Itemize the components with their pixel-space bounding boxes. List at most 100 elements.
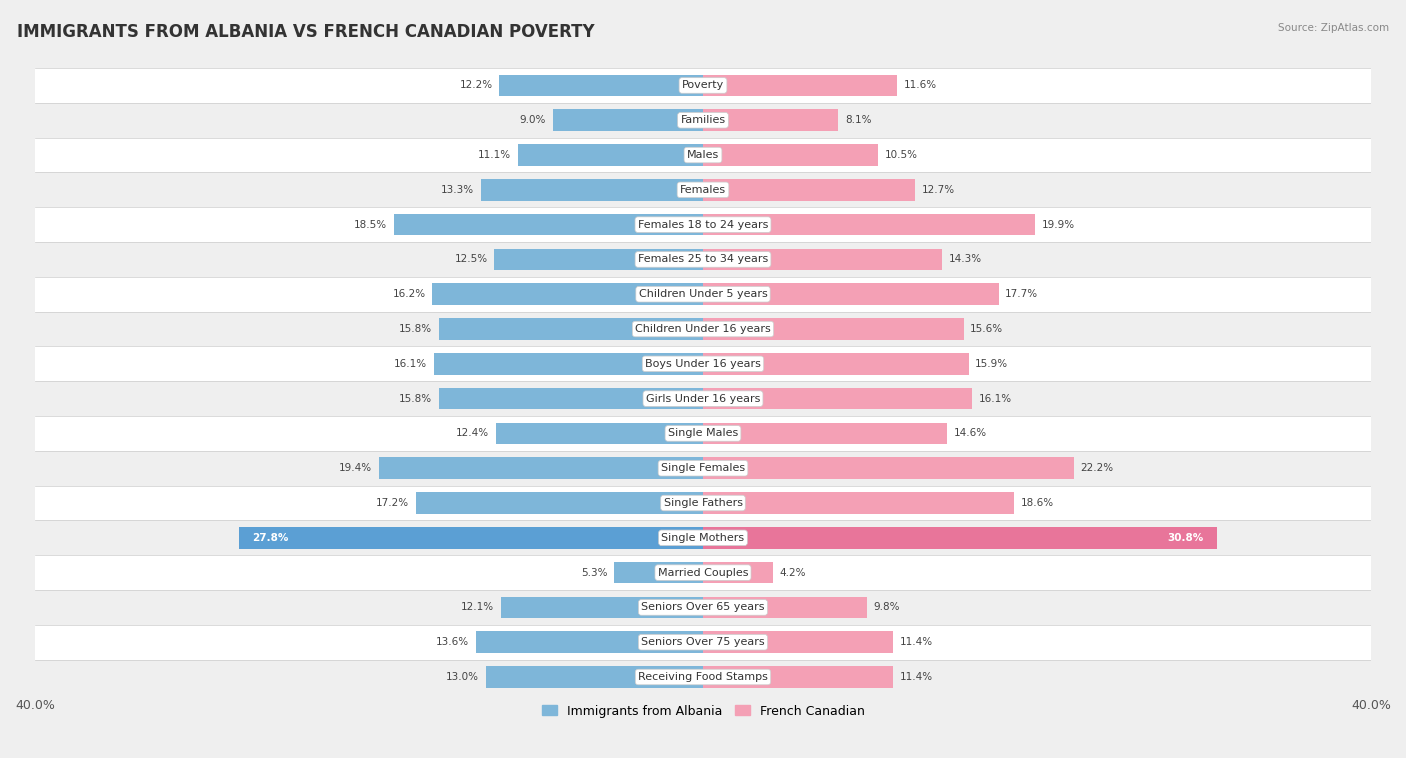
Text: IMMIGRANTS FROM ALBANIA VS FRENCH CANADIAN POVERTY: IMMIGRANTS FROM ALBANIA VS FRENCH CANADI… <box>17 23 595 41</box>
Text: Girls Under 16 years: Girls Under 16 years <box>645 393 761 403</box>
Text: 5.3%: 5.3% <box>581 568 607 578</box>
Text: 9.8%: 9.8% <box>873 603 900 612</box>
Bar <box>517 144 703 166</box>
Bar <box>239 527 703 549</box>
Bar <box>35 68 1371 103</box>
Text: Children Under 16 years: Children Under 16 years <box>636 324 770 334</box>
Bar <box>433 283 703 305</box>
Text: 12.1%: 12.1% <box>461 603 495 612</box>
Bar <box>434 353 703 374</box>
Text: Females 18 to 24 years: Females 18 to 24 years <box>638 220 768 230</box>
Bar <box>703 249 942 271</box>
Bar <box>35 521 1371 555</box>
Text: 15.6%: 15.6% <box>970 324 1004 334</box>
Bar <box>614 562 703 584</box>
Text: 11.4%: 11.4% <box>900 637 934 647</box>
Text: 10.5%: 10.5% <box>884 150 918 160</box>
Text: 13.6%: 13.6% <box>436 637 470 647</box>
Text: 14.6%: 14.6% <box>953 428 987 438</box>
Bar <box>703 492 1014 514</box>
Bar <box>703 631 893 653</box>
Legend: Immigrants from Albania, French Canadian: Immigrants from Albania, French Canadian <box>537 700 869 722</box>
Bar <box>35 416 1371 451</box>
Bar <box>553 109 703 131</box>
Text: 13.3%: 13.3% <box>441 185 474 195</box>
Text: 12.2%: 12.2% <box>460 80 492 90</box>
Text: 12.4%: 12.4% <box>456 428 489 438</box>
Text: 12.7%: 12.7% <box>922 185 955 195</box>
Text: 15.8%: 15.8% <box>399 393 433 403</box>
Bar <box>35 381 1371 416</box>
Text: 16.1%: 16.1% <box>394 359 427 369</box>
Text: Males: Males <box>688 150 718 160</box>
Bar <box>35 590 1371 625</box>
Bar <box>35 173 1371 207</box>
Bar <box>703 353 969 374</box>
Bar <box>35 207 1371 242</box>
Text: 19.9%: 19.9% <box>1042 220 1076 230</box>
Text: 11.4%: 11.4% <box>900 672 934 682</box>
Text: Seniors Over 65 years: Seniors Over 65 years <box>641 603 765 612</box>
Bar <box>703 457 1074 479</box>
Bar <box>495 249 703 271</box>
Text: Married Couples: Married Couples <box>658 568 748 578</box>
Text: Families: Families <box>681 115 725 125</box>
Bar <box>35 312 1371 346</box>
Text: 15.8%: 15.8% <box>399 324 433 334</box>
Text: Single Males: Single Males <box>668 428 738 438</box>
Bar <box>703 109 838 131</box>
Bar <box>35 242 1371 277</box>
Text: Females: Females <box>681 185 725 195</box>
Text: 8.1%: 8.1% <box>845 115 872 125</box>
Bar <box>35 346 1371 381</box>
Text: 11.1%: 11.1% <box>478 150 510 160</box>
Text: 18.5%: 18.5% <box>354 220 387 230</box>
Bar <box>703 318 963 340</box>
Bar <box>439 318 703 340</box>
Bar <box>475 631 703 653</box>
Text: Children Under 5 years: Children Under 5 years <box>638 290 768 299</box>
Bar <box>501 597 703 619</box>
Text: 27.8%: 27.8% <box>252 533 288 543</box>
Text: Source: ZipAtlas.com: Source: ZipAtlas.com <box>1278 23 1389 33</box>
Text: 14.3%: 14.3% <box>949 255 981 265</box>
Text: 15.9%: 15.9% <box>976 359 1008 369</box>
Bar <box>703 75 897 96</box>
Text: 11.6%: 11.6% <box>904 80 936 90</box>
Bar <box>35 625 1371 659</box>
Bar <box>35 555 1371 590</box>
Text: 16.1%: 16.1% <box>979 393 1012 403</box>
Text: 18.6%: 18.6% <box>1021 498 1053 508</box>
Bar <box>703 179 915 201</box>
Text: 17.7%: 17.7% <box>1005 290 1039 299</box>
Bar <box>703 562 773 584</box>
Bar <box>394 214 703 236</box>
Text: 22.2%: 22.2% <box>1080 463 1114 473</box>
Text: 4.2%: 4.2% <box>780 568 806 578</box>
Bar <box>35 277 1371 312</box>
Text: Receiving Food Stamps: Receiving Food Stamps <box>638 672 768 682</box>
Bar <box>35 103 1371 138</box>
Text: 17.2%: 17.2% <box>375 498 409 508</box>
Bar <box>703 423 946 444</box>
Bar <box>703 597 866 619</box>
Bar <box>35 138 1371 173</box>
Bar <box>496 423 703 444</box>
Text: 12.5%: 12.5% <box>454 255 488 265</box>
Text: 19.4%: 19.4% <box>339 463 373 473</box>
Text: Single Fathers: Single Fathers <box>664 498 742 508</box>
Bar <box>703 666 893 688</box>
Text: 13.0%: 13.0% <box>446 672 479 682</box>
Bar <box>35 659 1371 694</box>
Bar <box>35 451 1371 486</box>
Text: 30.8%: 30.8% <box>1168 533 1204 543</box>
Bar <box>486 666 703 688</box>
Bar <box>481 179 703 201</box>
Bar <box>380 457 703 479</box>
Bar <box>35 486 1371 521</box>
Bar <box>416 492 703 514</box>
Text: 9.0%: 9.0% <box>520 115 546 125</box>
Text: Poverty: Poverty <box>682 80 724 90</box>
Text: Females 25 to 34 years: Females 25 to 34 years <box>638 255 768 265</box>
Text: 16.2%: 16.2% <box>392 290 426 299</box>
